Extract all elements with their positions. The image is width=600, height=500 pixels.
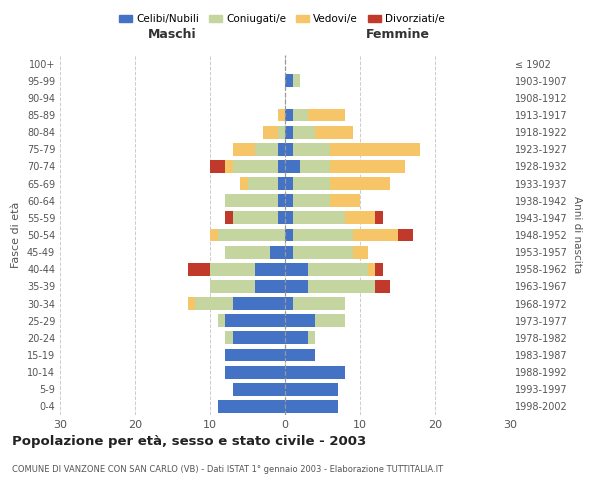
Legend: Celibi/Nubili, Coniugati/e, Vedovi/e, Divorziati/e: Celibi/Nubili, Coniugati/e, Vedovi/e, Di… [115, 10, 449, 29]
Bar [293, 143, 330, 156]
Bar [255, 143, 277, 156]
Text: COMUNE DI VANZONE CON SAN CARLO (VB) - Dati ISTAT 1° gennaio 2003 - Elaborazione: COMUNE DI VANZONE CON SAN CARLO (VB) - D… [12, 465, 443, 474]
Bar [285, 383, 337, 396]
Bar [255, 263, 285, 276]
Bar [210, 228, 218, 241]
Bar [218, 400, 285, 413]
Bar [367, 263, 375, 276]
Bar [277, 212, 285, 224]
Bar [285, 263, 308, 276]
Bar [285, 108, 293, 122]
Bar [225, 194, 277, 207]
Bar [225, 314, 285, 327]
Bar [315, 314, 345, 327]
Bar [308, 332, 315, 344]
Bar [225, 212, 233, 224]
Bar [270, 246, 285, 258]
Bar [233, 297, 285, 310]
Bar [210, 160, 225, 173]
Bar [233, 143, 255, 156]
Bar [233, 212, 277, 224]
Bar [293, 246, 353, 258]
Bar [330, 194, 360, 207]
Bar [285, 280, 308, 293]
Bar [285, 177, 293, 190]
Bar [277, 177, 285, 190]
Bar [330, 143, 420, 156]
Text: Femmine: Femmine [365, 28, 430, 42]
Bar [277, 143, 285, 156]
Bar [255, 280, 285, 293]
Bar [225, 246, 270, 258]
Bar [330, 160, 405, 173]
Bar [195, 297, 233, 310]
Bar [353, 228, 398, 241]
Bar [293, 108, 308, 122]
Bar [225, 332, 233, 344]
Bar [277, 160, 285, 173]
Bar [293, 228, 353, 241]
Bar [285, 126, 293, 138]
Y-axis label: Anni di nascita: Anni di nascita [572, 196, 581, 274]
Bar [285, 366, 345, 378]
Bar [285, 228, 293, 241]
Bar [225, 366, 285, 378]
Bar [375, 263, 383, 276]
Bar [218, 314, 225, 327]
Bar [285, 212, 293, 224]
Bar [285, 314, 315, 327]
Text: Maschi: Maschi [148, 28, 197, 42]
Bar [293, 297, 345, 310]
Bar [285, 194, 293, 207]
Bar [240, 177, 248, 190]
Bar [210, 263, 255, 276]
Bar [277, 108, 285, 122]
Bar [293, 194, 330, 207]
Bar [375, 212, 383, 224]
Bar [308, 263, 367, 276]
Bar [300, 160, 330, 173]
Bar [263, 126, 277, 138]
Bar [187, 297, 195, 310]
Bar [218, 228, 285, 241]
Bar [345, 212, 375, 224]
Bar [285, 246, 293, 258]
Bar [293, 74, 300, 87]
Bar [210, 280, 255, 293]
Bar [375, 280, 390, 293]
Bar [285, 143, 293, 156]
Text: Popolazione per età, sesso e stato civile - 2003: Popolazione per età, sesso e stato civil… [12, 435, 366, 448]
Bar [277, 194, 285, 207]
Bar [277, 126, 285, 138]
Bar [285, 400, 337, 413]
Bar [187, 263, 210, 276]
Bar [398, 228, 413, 241]
Bar [308, 280, 375, 293]
Bar [285, 297, 293, 310]
Bar [285, 160, 300, 173]
Bar [353, 246, 367, 258]
Bar [285, 348, 315, 362]
Bar [293, 126, 315, 138]
Bar [285, 74, 293, 87]
Bar [225, 160, 233, 173]
Bar [308, 108, 345, 122]
Bar [330, 177, 390, 190]
Bar [248, 177, 277, 190]
Bar [225, 348, 285, 362]
Bar [293, 212, 345, 224]
Bar [233, 332, 285, 344]
Bar [233, 160, 277, 173]
Bar [233, 383, 285, 396]
Y-axis label: Fasce di età: Fasce di età [11, 202, 21, 268]
Bar [293, 177, 330, 190]
Bar [315, 126, 353, 138]
Bar [285, 332, 308, 344]
